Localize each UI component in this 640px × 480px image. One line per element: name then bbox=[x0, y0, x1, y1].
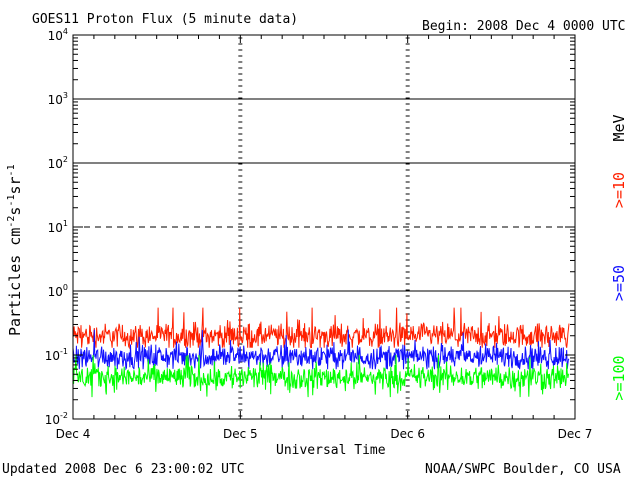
source-credit: NOAA/SWPC Boulder, CO USA bbox=[425, 462, 621, 477]
y-tick-label: 104 bbox=[48, 27, 68, 43]
y-ticks: 10-2 10-1 100 101 102 103 104 bbox=[45, 27, 68, 427]
x-axis-label: Universal Time bbox=[276, 443, 386, 458]
plot-frame bbox=[72, 34, 576, 420]
chart-title: GOES11 Proton Flux (5 minute data) bbox=[32, 12, 298, 27]
x-ticks: Dec 4 Dec 5 Dec 6 Dec 7 bbox=[56, 427, 593, 441]
updated-timestamp: Updated 2008 Dec 6 23:00:02 UTC bbox=[2, 462, 245, 477]
y-tick-label: 10-1 bbox=[45, 347, 68, 363]
series-line-1 bbox=[72, 329, 570, 371]
x-tick-label: Dec 6 bbox=[390, 427, 425, 441]
series-line-0 bbox=[72, 307, 570, 350]
legend-unit-label: MeV bbox=[610, 114, 628, 141]
x-tick-label: Dec 5 bbox=[223, 427, 258, 441]
y-tick-label: 103 bbox=[48, 91, 68, 107]
legend-entry: >=100 bbox=[610, 355, 628, 400]
x-tick-label: Dec 7 bbox=[558, 427, 593, 441]
series-line-2 bbox=[72, 354, 570, 398]
y-tick-label: 101 bbox=[48, 219, 68, 235]
x-tick-label: Dec 4 bbox=[56, 427, 91, 441]
y-tick-label: 102 bbox=[48, 155, 68, 171]
legend-entry: >=10 bbox=[610, 172, 628, 208]
plot-area bbox=[73, 37, 575, 417]
legend: MeV >=10 >=50 >=100 bbox=[610, 114, 628, 400]
svg-text:Particles cm-2s-1sr-1: Particles cm-2s-1sr-1 bbox=[6, 164, 24, 336]
y-tick-label: 10-2 bbox=[45, 411, 68, 427]
y-tick-label: 100 bbox=[48, 283, 68, 299]
begin-time: Begin: 2008 Dec 4 0000 UTC bbox=[422, 19, 626, 34]
y-axis-label: Particles cm-2s-1sr-1 bbox=[6, 164, 24, 336]
legend-entry: >=50 bbox=[610, 265, 628, 301]
series-layer bbox=[72, 307, 570, 398]
